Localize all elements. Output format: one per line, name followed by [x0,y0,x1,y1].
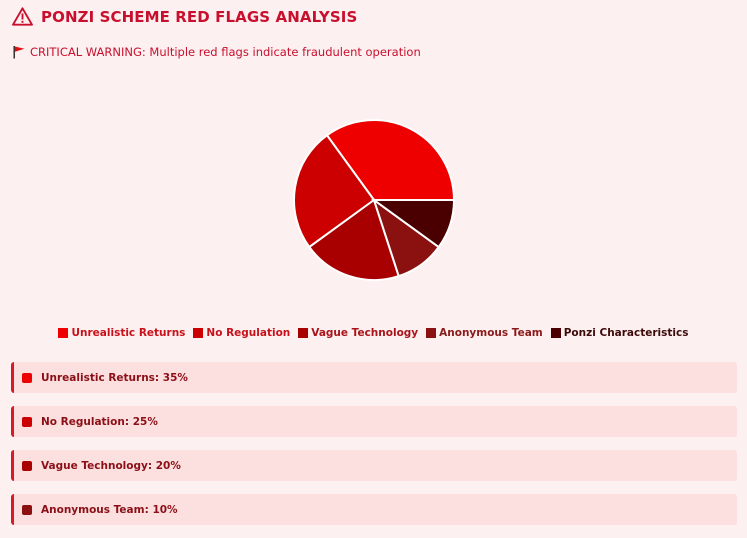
pie-slice-ponzi-characteristics [370,199,456,249]
page-title: PONZI SCHEME RED FLAGS ANALYSIS [41,7,358,26]
legend-item: Ponzi Characteristics [550,327,689,339]
flag-color-indicator [22,372,32,383]
red-flag-label: No Regulation: 25% [41,415,158,428]
critical-warning: CRITICAL WARNING: Multiple red flags ind… [12,45,421,59]
red-flag-label: Unrealistic Returns: 35% [41,371,188,384]
header: PONZI SCHEME RED FLAGS ANALYSIS [12,7,357,26]
red-flag-label: Anonymous Team: 10% [41,503,178,516]
pie-slice-vague-technology [307,198,400,281]
pie-slice-no-regulation [293,133,376,249]
pie-slice-unrealistic-returns [325,119,456,201]
red-flag-label: Vague Technology: 20% [41,459,181,472]
legend-swatch [58,328,69,338]
legend-label: Unrealistic Returns [71,327,186,339]
legend-label: Ponzi Characteristics [563,327,689,339]
red-flag-list: Unrealistic Returns: 35% No Regulation: 2… [11,362,737,538]
legend-label: Vague Technology [311,327,419,339]
flag-color-indicator [22,504,32,515]
red-flag-card: Anonymous Team: 10% [11,494,737,525]
legend-swatch [193,328,204,338]
legend-swatch [426,328,437,338]
flag-color-indicator [22,460,32,471]
pie-chart [293,119,456,281]
legend-item: Anonymous Team [426,327,543,339]
red-flag-card: No Regulation: 25% [11,406,737,437]
warning-text: CRITICAL WARNING: Multiple red flags ind… [30,45,421,59]
legend-item: No Regulation [193,327,290,339]
legend-swatch [298,328,309,338]
legend-label: No Regulation [206,327,291,339]
legend-label: Anonymous Team [439,327,543,339]
red-flag-card: Vague Technology: 20% [11,450,737,481]
legend-item: Vague Technology [298,327,418,339]
legend-swatch [550,328,561,338]
legend-item: Unrealistic Returns [58,327,185,339]
warning-triangle-icon [12,7,33,26]
red-flag-card: Unrealistic Returns: 35% [11,362,737,393]
red-flag-icon [12,45,26,59]
chart-legend: Unrealistic Returns No Regulation Vague Te… [0,327,747,339]
flag-color-indicator [22,416,32,427]
